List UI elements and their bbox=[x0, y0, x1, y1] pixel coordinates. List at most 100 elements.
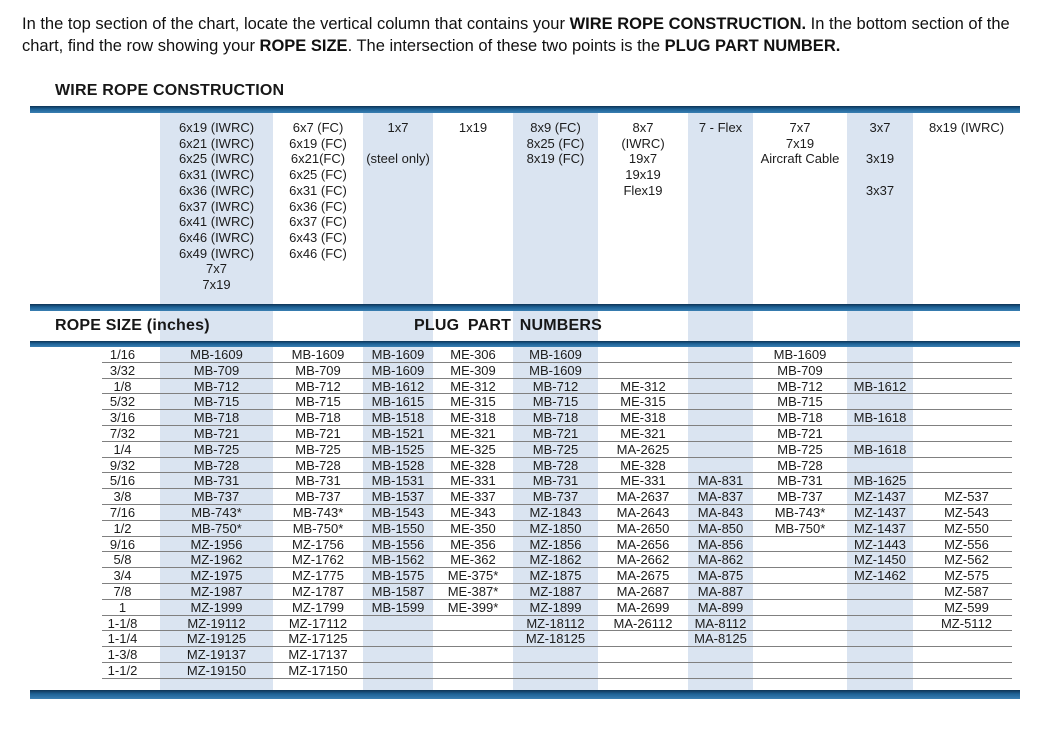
plug-part-cell: MZ-19137 bbox=[186, 647, 247, 663]
plug-part-cell: MB-1575 bbox=[371, 568, 425, 584]
divider-bar-top bbox=[30, 106, 1020, 113]
plug-part-cell: MZ-17112 bbox=[288, 615, 348, 631]
empty-cell bbox=[847, 600, 913, 616]
empty-cell bbox=[753, 616, 847, 632]
empty-cell bbox=[688, 442, 753, 458]
empty-cell bbox=[688, 410, 753, 426]
table-row: 5/16 MB-731 MB-731 MB-1531 ME-331 MB-731 ME-33… bbox=[30, 473, 1020, 489]
plug-part-cell: MB-712 bbox=[193, 378, 240, 394]
rope-size-cell: 3/16 bbox=[109, 410, 136, 426]
plug-part-cell: MB-728 bbox=[532, 457, 579, 473]
plug-part-cell: MZ-19112 bbox=[187, 615, 246, 631]
plug-part-cell: MB-1618 bbox=[853, 441, 907, 457]
plug-part-cell: MB-715 bbox=[295, 394, 341, 410]
intro-text: In the top section of the chart, locate … bbox=[22, 14, 1028, 57]
empty-cell bbox=[688, 663, 753, 679]
plug-part-cell: ME-315 bbox=[620, 394, 666, 410]
plug-part-cell: MB-718 bbox=[777, 410, 823, 426]
plug-part-cell: ME-331 bbox=[620, 473, 666, 489]
plug-part-cell: MB-750* bbox=[774, 520, 826, 536]
plug-part-cell: MB-725 bbox=[295, 441, 341, 457]
rope-size-cell: 5/16 bbox=[109, 473, 136, 489]
plug-part-cell: ME-350 bbox=[450, 520, 496, 536]
plug-part-cell: MA-2625 bbox=[616, 441, 670, 457]
construction-column-3: 1x7 (steel only) bbox=[366, 120, 430, 167]
plug-part-cell: MB-712 bbox=[777, 378, 823, 394]
table-row: 3/32 MB-709 MB-709 MB-1609 ME-309 MB-1609 MB-7… bbox=[30, 363, 1020, 379]
plug-part-cell: MB-725 bbox=[777, 441, 823, 457]
plug-part-cell: MB-725 bbox=[193, 441, 240, 457]
plug-part-cell: MZ-1856 bbox=[529, 536, 582, 552]
plug-part-cell: MB-718 bbox=[532, 410, 579, 426]
plug-part-cell: MZ-1999 bbox=[190, 599, 243, 615]
plug-part-cell: MA-2662 bbox=[616, 552, 670, 568]
empty-cell bbox=[688, 347, 753, 363]
plug-part-cell: MZ-1437 bbox=[853, 489, 907, 505]
plug-part-cell: MB-728 bbox=[777, 457, 823, 473]
construction-column-8: 7x7 7x19 Aircraft Cable bbox=[760, 120, 840, 167]
plug-part-cell: MB-750* bbox=[292, 520, 344, 536]
plug-part-cell: MB-718 bbox=[193, 410, 240, 426]
table-row: 3/8 MB-737 MB-737 MB-1537 ME-337 MB-737 MA-263… bbox=[30, 489, 1020, 505]
empty-cell bbox=[913, 631, 1020, 647]
empty-cell bbox=[847, 584, 913, 600]
plug-part-cell: MB-731 bbox=[295, 473, 341, 489]
plug-part-cell: MB-721 bbox=[193, 425, 240, 441]
empty-cell bbox=[753, 537, 847, 553]
rope-size-cell: 1/16 bbox=[109, 347, 136, 362]
plug-part-cell: MA-2643 bbox=[616, 504, 670, 520]
rope-size-cell: 7/8 bbox=[113, 583, 132, 599]
empty-cell bbox=[363, 616, 433, 632]
plug-part-cell: MB-1550 bbox=[371, 520, 425, 536]
plug-part-cell: ME-387* bbox=[447, 583, 499, 599]
table-row: 1-3/8 MZ-19137 MZ-17137 bbox=[30, 647, 1020, 663]
lookup-chart: 6x19 (IWRC) 6x21 (IWRC) 6x25 (IWRC) 6x31… bbox=[30, 106, 1020, 699]
construction-column-10: 8x19 (IWRC) bbox=[928, 120, 1005, 135]
table-headers: ROPE SIZE (inches) PLUG PART NUMBERS bbox=[30, 311, 1020, 341]
plug-part-cell: MZ-19125 bbox=[186, 631, 247, 647]
plug-part-cell: MZ-1787 bbox=[291, 583, 345, 599]
plug-part-cell: MB-1609 bbox=[190, 347, 243, 362]
plug-part-cell: MA-8112 bbox=[694, 615, 747, 631]
plug-part-cell: MZ-1799 bbox=[291, 599, 345, 615]
plug-part-cell: MB-1562 bbox=[371, 552, 425, 568]
plug-part-cell: MB-1609 bbox=[529, 347, 582, 362]
empty-cell bbox=[598, 363, 688, 379]
plug-part-cell: MA-831 bbox=[697, 473, 744, 489]
empty-cell bbox=[847, 616, 913, 632]
table-row: 5/8 MZ-1962 MZ-1762 MB-1562 ME-362 MZ-1862 MA-… bbox=[30, 552, 1020, 568]
plug-part-cell: MB-718 bbox=[295, 410, 341, 426]
table-row: 1-1/2 MZ-19150 MZ-17150 bbox=[30, 663, 1020, 679]
shaded-band bbox=[688, 106, 753, 699]
plug-part-cell: MZ-1987 bbox=[190, 583, 243, 599]
empty-cell bbox=[363, 647, 433, 663]
table-row: 1/16 MB-1609 MB-1609 MB-1609 ME-306 MB-1609 MB… bbox=[30, 347, 1020, 363]
plug-part-cell: MZ-1975 bbox=[190, 568, 243, 584]
table-row: 7/8 MZ-1987 MZ-1787 MB-1587 ME-387* MZ-1887 MA… bbox=[30, 584, 1020, 600]
plug-part-cell: MB-1537 bbox=[371, 489, 425, 505]
divider-bar-bottom bbox=[30, 689, 1020, 699]
plug-part-cell: MB-1528 bbox=[371, 457, 425, 473]
plug-part-cell: MB-712 bbox=[295, 378, 341, 394]
plug-part-cell: MB-1543 bbox=[371, 504, 425, 520]
plug-part-cell: MZ-1962 bbox=[190, 552, 243, 568]
divider-bar-middle-lower bbox=[30, 341, 1020, 347]
empty-cell bbox=[847, 426, 913, 442]
plug-part-cell: MZ-18112 bbox=[526, 615, 585, 631]
plug-part-table: 1/16 MB-1609 MB-1609 MB-1609 ME-306 MB-1609 MB… bbox=[30, 347, 1020, 679]
plug-part-cell: MB-721 bbox=[295, 425, 341, 441]
rope-size-cell: 3/8 bbox=[113, 489, 132, 505]
plug-part-cell: MB-1615 bbox=[371, 394, 425, 410]
plug-part-cell: MA-837 bbox=[697, 489, 744, 505]
plug-part-cell: MZ-1450 bbox=[853, 552, 907, 568]
rope-size-cell: 1/4 bbox=[113, 441, 132, 457]
table-row: 1/2 MB-750* MB-750* MB-1550 ME-350 MZ-1850 MA-… bbox=[30, 521, 1020, 537]
rope-size-cell: 1-1/2 bbox=[107, 662, 138, 678]
plug-part-cell: MA-2637 bbox=[616, 489, 670, 505]
plug-part-cell: ME-356 bbox=[450, 536, 496, 552]
empty-cell bbox=[847, 347, 913, 363]
plug-part-cell: MZ-1462 bbox=[853, 568, 907, 584]
plug-part-cell: ME-328 bbox=[620, 457, 666, 473]
plug-part-cell: MA-850 bbox=[697, 520, 744, 536]
